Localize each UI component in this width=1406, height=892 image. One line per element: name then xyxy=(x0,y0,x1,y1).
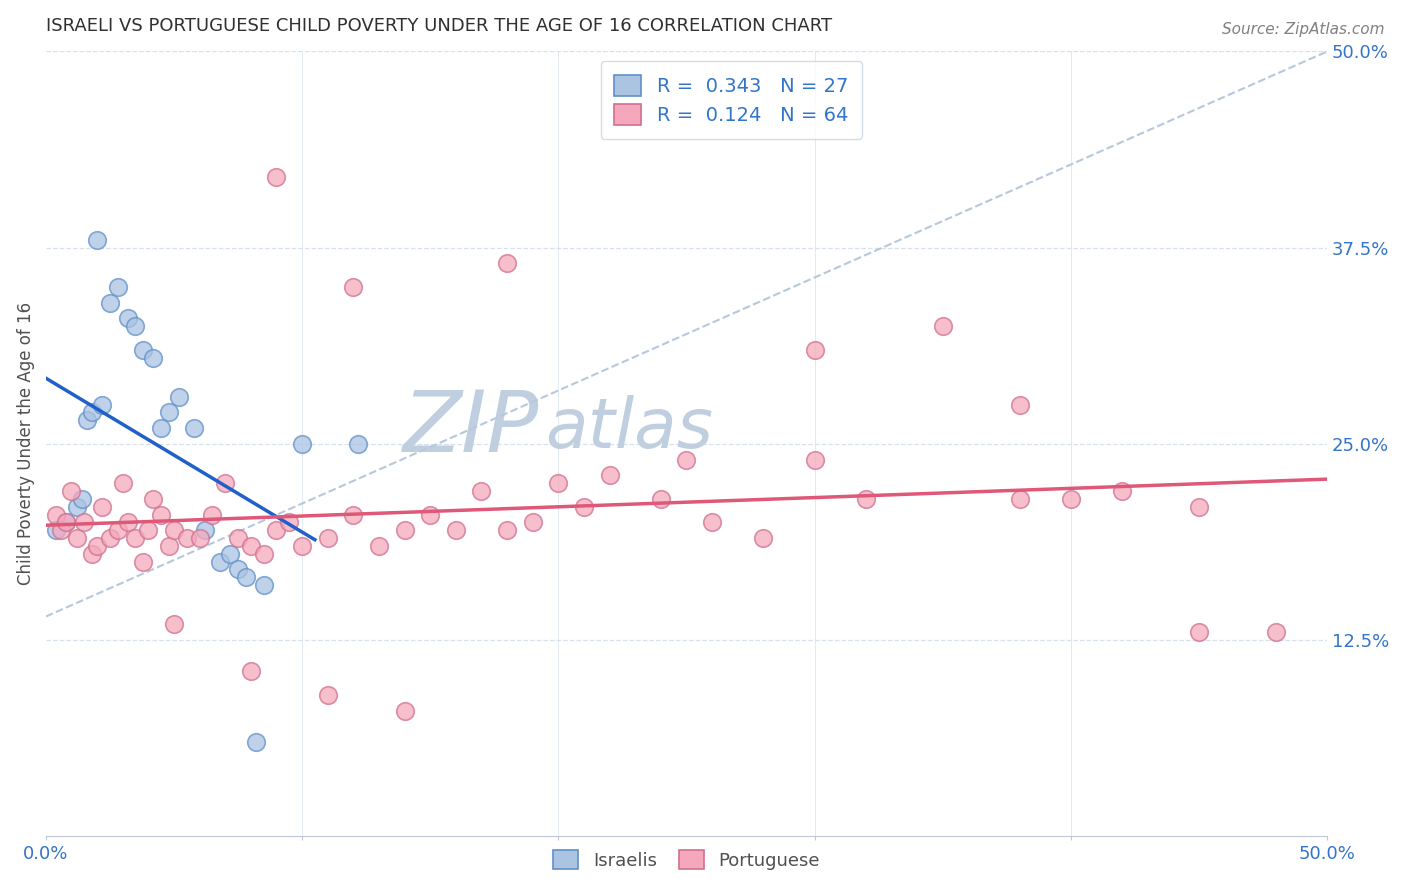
Point xyxy=(150,421,173,435)
Point xyxy=(266,523,288,537)
Point xyxy=(1188,625,1211,640)
Point xyxy=(65,531,87,545)
Point xyxy=(136,523,159,537)
Point xyxy=(183,421,205,435)
Point xyxy=(700,516,723,530)
Y-axis label: Child Poverty Under the Age of 16: Child Poverty Under the Age of 16 xyxy=(17,302,35,585)
Point xyxy=(291,539,314,553)
Point xyxy=(86,233,108,247)
Point xyxy=(1188,500,1211,514)
Point xyxy=(394,523,416,537)
Point xyxy=(245,735,267,749)
Point xyxy=(219,547,242,561)
Point xyxy=(201,508,224,522)
Point xyxy=(142,491,165,506)
Point xyxy=(803,452,825,467)
Point xyxy=(65,500,87,514)
Point xyxy=(86,539,108,553)
Point xyxy=(208,555,231,569)
Point xyxy=(235,570,257,584)
Point xyxy=(80,405,103,419)
Point xyxy=(60,483,83,498)
Text: Source: ZipAtlas.com: Source: ZipAtlas.com xyxy=(1222,22,1385,37)
Point xyxy=(49,523,72,537)
Point xyxy=(252,547,274,561)
Point xyxy=(73,516,96,530)
Point xyxy=(45,508,67,522)
Point xyxy=(55,516,77,530)
Point xyxy=(394,704,416,718)
Point xyxy=(157,405,180,419)
Point xyxy=(91,398,114,412)
Point xyxy=(522,516,544,530)
Point xyxy=(278,516,301,530)
Point xyxy=(347,437,370,451)
Point xyxy=(444,523,467,537)
Point xyxy=(342,508,364,522)
Point xyxy=(150,508,173,522)
Point xyxy=(239,539,262,553)
Point xyxy=(931,319,953,334)
Point xyxy=(342,280,364,294)
Point xyxy=(132,343,155,357)
Point xyxy=(1008,491,1031,506)
Point xyxy=(194,523,217,537)
Point xyxy=(91,500,114,514)
Point xyxy=(266,170,288,185)
Point xyxy=(496,256,519,270)
Point xyxy=(803,343,825,357)
Point xyxy=(291,437,314,451)
Point xyxy=(163,523,186,537)
Point xyxy=(547,476,569,491)
Text: atlas: atlas xyxy=(546,394,713,462)
Point xyxy=(132,555,155,569)
Point xyxy=(107,280,129,294)
Point xyxy=(752,531,775,545)
Point xyxy=(226,562,249,576)
Point xyxy=(316,531,339,545)
Point xyxy=(111,476,134,491)
Point xyxy=(650,491,672,506)
Point xyxy=(98,295,121,310)
Point xyxy=(239,665,262,679)
Point xyxy=(1008,398,1031,412)
Point xyxy=(226,531,249,545)
Point xyxy=(117,311,139,326)
Point xyxy=(214,476,236,491)
Point xyxy=(80,547,103,561)
Point xyxy=(316,688,339,702)
Point xyxy=(1264,625,1286,640)
Point xyxy=(98,531,121,545)
Point xyxy=(1111,483,1133,498)
Text: ISRAELI VS PORTUGUESE CHILD POVERTY UNDER THE AGE OF 16 CORRELATION CHART: ISRAELI VS PORTUGUESE CHILD POVERTY UNDE… xyxy=(46,17,832,35)
Legend: Israelis, Portuguese: Israelis, Portuguese xyxy=(540,837,832,882)
Point xyxy=(368,539,391,553)
Point xyxy=(142,351,165,365)
Point xyxy=(572,500,595,514)
Point xyxy=(855,491,877,506)
Point xyxy=(117,516,139,530)
Point xyxy=(107,523,129,537)
Point xyxy=(470,483,492,498)
Point xyxy=(157,539,180,553)
Point xyxy=(124,319,146,334)
Point xyxy=(70,491,93,506)
Point xyxy=(45,523,67,537)
Point xyxy=(496,523,519,537)
Point xyxy=(188,531,211,545)
Point xyxy=(599,468,621,483)
Point xyxy=(76,413,98,427)
Point xyxy=(1060,491,1083,506)
Point xyxy=(419,508,441,522)
Point xyxy=(167,390,190,404)
Point xyxy=(675,452,697,467)
Point xyxy=(55,516,77,530)
Point xyxy=(163,617,186,632)
Point xyxy=(124,531,146,545)
Point xyxy=(176,531,198,545)
Text: ZIP: ZIP xyxy=(404,387,538,470)
Point xyxy=(252,578,274,592)
